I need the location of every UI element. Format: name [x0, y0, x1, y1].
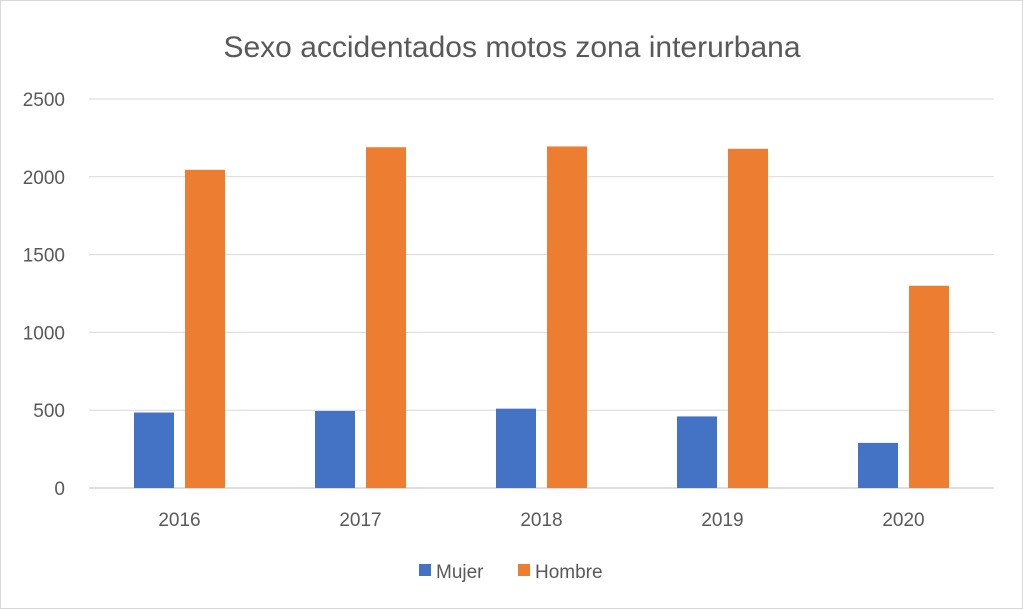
- legend-label-mujer: Mujer: [436, 562, 484, 583]
- bar-mujer-2019: [677, 416, 717, 488]
- bar-hombre-2019: [728, 148, 768, 489]
- bar-hombre-2017: [366, 147, 406, 488]
- y-axis-ticks: 0 500 1000 1500 2000 2500: [23, 90, 65, 500]
- bars: [134, 146, 949, 489]
- legend-label-hombre: Hombre: [535, 562, 603, 583]
- bar-mujer-2017: [315, 410, 355, 488]
- chart-title: Sexo accidentados motos zona interurbana: [223, 31, 800, 64]
- x-tick-label: 2020: [882, 510, 924, 531]
- x-tick-label: 2018: [520, 510, 562, 531]
- bar-mujer-2016: [134, 412, 174, 488]
- legend: Mujer Hombre: [419, 562, 603, 583]
- x-tick-label: 2017: [339, 510, 381, 531]
- y-tick-label: 1500: [23, 246, 65, 267]
- bar-mujer-2020: [858, 442, 898, 488]
- x-axis-ticks: 2016 2017 2018 2019 2020: [158, 510, 924, 531]
- gridlines: [89, 98, 994, 489]
- y-tick-label: 500: [33, 401, 65, 422]
- y-tick-label: 0: [54, 479, 65, 500]
- bar-hombre-2016: [185, 169, 225, 488]
- y-tick-label: 2000: [23, 168, 65, 189]
- legend-swatch-hombre: [518, 564, 530, 576]
- bar-hombre-2018: [547, 146, 587, 488]
- y-tick-label: 1000: [23, 323, 65, 344]
- x-tick-label: 2019: [701, 510, 743, 531]
- y-tick-label: 2500: [23, 90, 65, 111]
- legend-swatch-mujer: [419, 564, 431, 576]
- bar-mujer-2018: [496, 408, 536, 488]
- bar-hombre-2020: [909, 285, 949, 488]
- x-tick-label: 2016: [158, 510, 200, 531]
